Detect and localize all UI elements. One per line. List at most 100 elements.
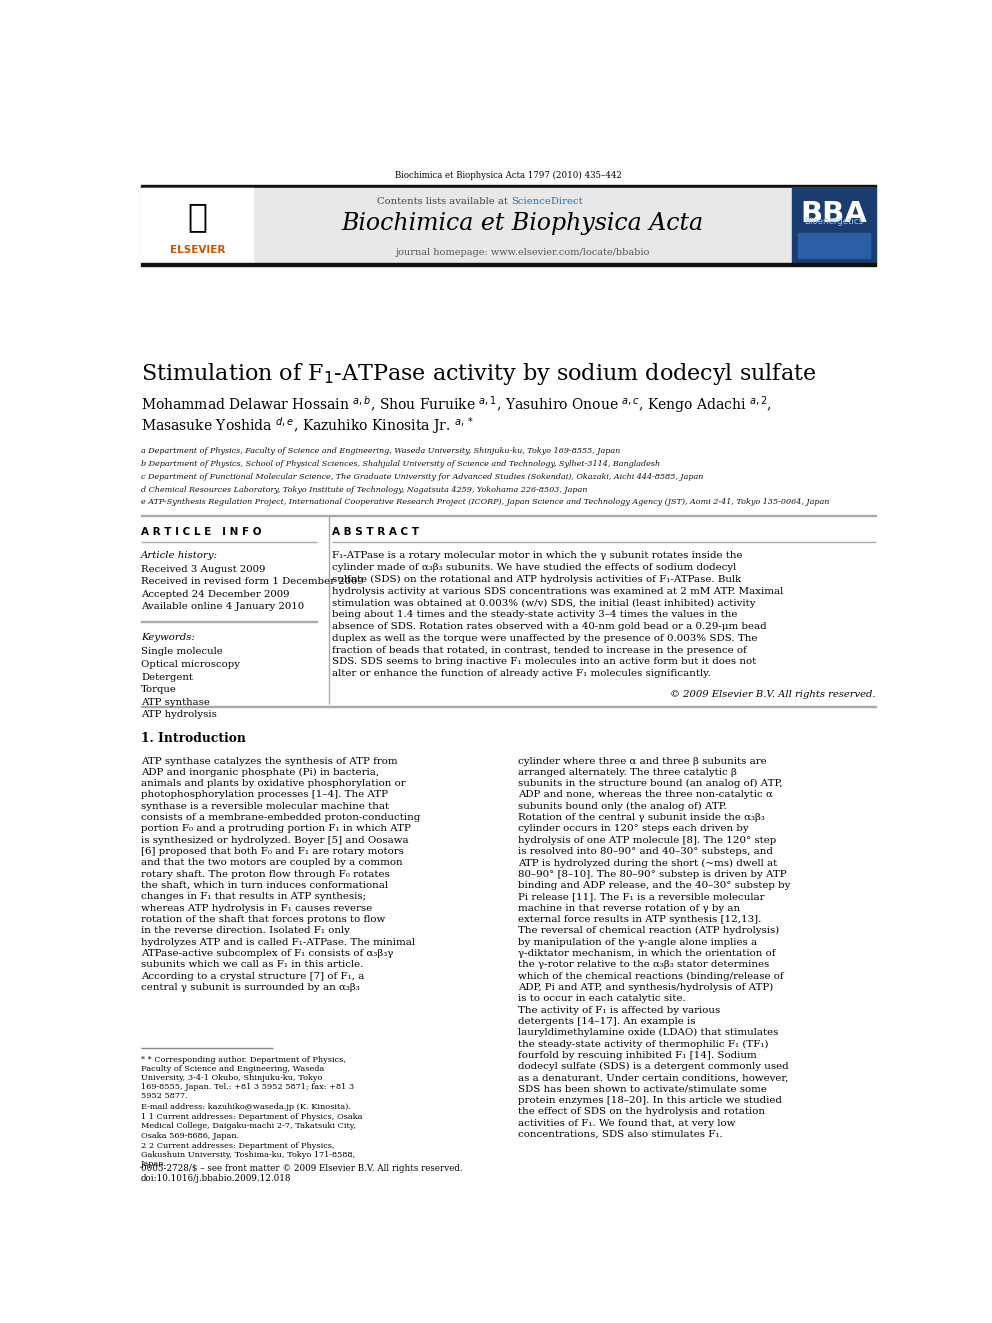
Text: central γ subunit is surrounded by an α₃β₃: central γ subunit is surrounded by an α₃… xyxy=(141,983,360,992)
Text: © 2009 Elsevier B.V. All rights reserved.: © 2009 Elsevier B.V. All rights reserved… xyxy=(671,691,876,700)
Text: journal homepage: www.elsevier.com/locate/bbabio: journal homepage: www.elsevier.com/locat… xyxy=(396,249,650,257)
Text: cylinder made of α₃β₃ subunits. We have studied the effects of sodium dodecyl: cylinder made of α₃β₃ subunits. We have … xyxy=(332,564,737,573)
Text: Mohammad Delawar Hossain $^{a,b}$, Shou Furuike $^{a,1}$, Yasuhiro Onoue $^{a,c}: Mohammad Delawar Hossain $^{a,b}$, Shou … xyxy=(141,394,772,415)
Text: ATP is hydrolyzed during the short (~ms) dwell at: ATP is hydrolyzed during the short (~ms)… xyxy=(518,859,777,868)
Text: F₁-ATPase is a rotary molecular motor in which the γ subunit rotates inside the: F₁-ATPase is a rotary molecular motor in… xyxy=(332,552,743,561)
Bar xyxy=(799,233,870,258)
Text: animals and plants by oxidative phosphorylation or: animals and plants by oxidative phosphor… xyxy=(141,779,406,789)
Text: c Department of Functional Molecular Science, The Graduate University for Advanc: c Department of Functional Molecular Sci… xyxy=(141,472,703,480)
Text: 🌲: 🌲 xyxy=(187,200,207,233)
Text: cylinder where three α and three β subunits are: cylinder where three α and three β subun… xyxy=(518,757,767,766)
Text: and that the two motors are coupled by a common: and that the two motors are coupled by a… xyxy=(141,859,403,868)
Text: ATP synthase: ATP synthase xyxy=(141,697,210,706)
Text: University, 3-4-1 Okubo, Shinjuku-ku, Tokyo: University, 3-4-1 Okubo, Shinjuku-ku, To… xyxy=(141,1074,322,1082)
Text: rotation of the shaft that forces protons to flow: rotation of the shaft that forces proton… xyxy=(141,916,385,923)
Text: [6] proposed that both F₀ and F₁ are rotary motors: [6] proposed that both F₀ and F₁ are rot… xyxy=(141,847,404,856)
Text: According to a crystal structure [7] of F₁, a: According to a crystal structure [7] of … xyxy=(141,971,364,980)
Text: e ATP-Synthesis Regulation Project, International Cooperative Research Project (: e ATP-Synthesis Regulation Project, Inte… xyxy=(141,499,829,507)
Text: A B S T R A C T: A B S T R A C T xyxy=(332,527,420,537)
Text: * * Corresponding author. Department of Physics,: * * Corresponding author. Department of … xyxy=(141,1056,346,1064)
Text: is synthesized or hydrolyzed. Boyer [5] and Oosawa: is synthesized or hydrolyzed. Boyer [5] … xyxy=(141,836,409,845)
Text: A R T I C L E   I N F O: A R T I C L E I N F O xyxy=(141,527,262,537)
Text: rotary shaft. The proton flow through F₀ rotates: rotary shaft. The proton flow through F₀… xyxy=(141,869,390,878)
Text: Rotation of the central γ subunit inside the α₃β₃: Rotation of the central γ subunit inside… xyxy=(518,814,765,822)
Text: detergents [14–17]. An example is: detergents [14–17]. An example is xyxy=(518,1017,695,1025)
Text: Received in revised form 1 December 2009: Received in revised form 1 December 2009 xyxy=(141,577,364,586)
Text: hydrolyzes ATP and is called F₁-ATPase. The minimal: hydrolyzes ATP and is called F₁-ATPase. … xyxy=(141,938,415,947)
Text: d Chemical Resources Laboratory, Tokyo Institute of Technology, Nagatsuta 4259, : d Chemical Resources Laboratory, Tokyo I… xyxy=(141,486,587,493)
Text: The activity of F₁ is affected by various: The activity of F₁ is affected by variou… xyxy=(518,1005,720,1015)
Text: Stimulation of F$_1$-ATPase activity by sodium dodecyl sulfate: Stimulation of F$_1$-ATPase activity by … xyxy=(141,360,816,386)
Text: binding and ADP release, and the 40–30° substep by: binding and ADP release, and the 40–30° … xyxy=(518,881,790,890)
Text: external force results in ATP synthesis [12,13].: external force results in ATP synthesis … xyxy=(518,916,761,923)
Text: fourfold by rescuing inhibited F₁ [14]. Sodium: fourfold by rescuing inhibited F₁ [14]. … xyxy=(518,1050,757,1060)
Text: Medical College, Daigaku-machi 2-7, Takatsuki City,: Medical College, Daigaku-machi 2-7, Taka… xyxy=(141,1122,356,1130)
Text: portion F₀ and a protruding portion F₁ in which ATP: portion F₀ and a protruding portion F₁ i… xyxy=(141,824,411,833)
Text: subunits in the structure bound (an analog of) ATP,: subunits in the structure bound (an anal… xyxy=(518,779,783,789)
Bar xyxy=(141,188,876,263)
Text: hydrolysis activity at various SDS concentrations was examined at 2 mM ATP. Maxi: hydrolysis activity at various SDS conce… xyxy=(332,587,784,595)
Text: by manipulation of the γ-angle alone implies a: by manipulation of the γ-angle alone imp… xyxy=(518,938,757,947)
Text: BBA: BBA xyxy=(801,200,867,229)
Text: Torque: Torque xyxy=(141,685,177,695)
Text: Biochimica et Biophysica Acta: Biochimica et Biophysica Acta xyxy=(341,212,703,234)
Text: photophosphorylation processes [1–4]. The ATP: photophosphorylation processes [1–4]. Th… xyxy=(141,790,388,799)
Text: Osaka 569-8686, Japan.: Osaka 569-8686, Japan. xyxy=(141,1131,239,1139)
Text: ATP hydrolysis: ATP hydrolysis xyxy=(141,710,217,720)
Text: which of the chemical reactions (binding/release of: which of the chemical reactions (binding… xyxy=(518,971,784,980)
Text: Faculty of Science and Engineering, Waseda: Faculty of Science and Engineering, Wase… xyxy=(141,1065,324,1073)
Text: E-mail address: kazuhiko@waseda.jp (K. Kinosita).: E-mail address: kazuhiko@waseda.jp (K. K… xyxy=(141,1103,351,1111)
Text: ATPase-active subcomplex of F₁ consists of α₃β₃γ: ATPase-active subcomplex of F₁ consists … xyxy=(141,949,394,958)
Text: machine in that reverse rotation of γ by an: machine in that reverse rotation of γ by… xyxy=(518,904,740,913)
Text: the shaft, which in turn induces conformational: the shaft, which in turn induces conform… xyxy=(141,881,388,890)
Text: the steady-state activity of thermophilic F₁ (TF₁): the steady-state activity of thermophili… xyxy=(518,1040,768,1049)
Text: ScienceDirect: ScienceDirect xyxy=(511,197,582,205)
Text: Biochimica et Biophysica Acta 1797 (2010) 435–442: Biochimica et Biophysica Acta 1797 (2010… xyxy=(395,171,622,180)
Text: duplex as well as the torque were unaffected by the presence of 0.003% SDS. The: duplex as well as the torque were unaffe… xyxy=(332,634,758,643)
Text: subunits bound only (the analog of) ATP.: subunits bound only (the analog of) ATP. xyxy=(518,802,726,811)
Text: in the reverse direction. Isolated F₁ only: in the reverse direction. Isolated F₁ on… xyxy=(141,926,350,935)
Text: activities of F₁. We found that, at very low: activities of F₁. We found that, at very… xyxy=(518,1119,735,1127)
Text: 2 2 Current addresses: Department of Physics,: 2 2 Current addresses: Department of Phy… xyxy=(141,1142,334,1150)
Text: changes in F₁ that results in ATP synthesis;: changes in F₁ that results in ATP synthe… xyxy=(141,892,366,901)
Text: SDS has been shown to activate/stimulate some: SDS has been shown to activate/stimulate… xyxy=(518,1085,767,1094)
Text: Masasuke Yoshida $^{d,e}$, Kazuhiko Kinosita Jr. $^{a,*}$: Masasuke Yoshida $^{d,e}$, Kazuhiko Kino… xyxy=(141,415,474,437)
Text: cylinder occurs in 120° steps each driven by: cylinder occurs in 120° steps each drive… xyxy=(518,824,748,833)
Text: SDS. SDS seems to bring inactive F₁ molecules into an active form but it does no: SDS. SDS seems to bring inactive F₁ mole… xyxy=(332,658,757,667)
Text: Received 3 August 2009: Received 3 August 2009 xyxy=(141,565,266,574)
Text: alter or enhance the function of already active F₁ molecules significantly.: alter or enhance the function of already… xyxy=(332,669,711,679)
Text: The reversal of chemical reaction (ATP hydrolysis): The reversal of chemical reaction (ATP h… xyxy=(518,926,779,935)
Text: γ-diktator mechanism, in which the orientation of: γ-diktator mechanism, in which the orien… xyxy=(518,949,775,958)
Text: ELSEVIER: ELSEVIER xyxy=(170,245,225,255)
Text: a Department of Physics, Faculty of Science and Engineering, Waseda University, : a Department of Physics, Faculty of Scie… xyxy=(141,447,620,455)
Text: whereas ATP hydrolysis in F₁ causes reverse: whereas ATP hydrolysis in F₁ causes reve… xyxy=(141,904,372,913)
Text: stimulation was obtained at 0.003% (w/v) SDS, the initial (least inhibited) acti: stimulation was obtained at 0.003% (w/v)… xyxy=(332,598,756,607)
Text: protein enzymes [18–20]. In this article we studied: protein enzymes [18–20]. In this article… xyxy=(518,1095,782,1105)
Text: Detergent: Detergent xyxy=(141,672,192,681)
Text: is to occur in each catalytic site.: is to occur in each catalytic site. xyxy=(518,994,685,1003)
Text: Bioenergetics: Bioenergetics xyxy=(805,217,863,226)
Text: Keywords:: Keywords: xyxy=(141,634,194,642)
Text: Gakushuin University, Toshima-ku, Tokyo 171-8588,: Gakushuin University, Toshima-ku, Tokyo … xyxy=(141,1151,355,1159)
Text: Available online 4 January 2010: Available online 4 January 2010 xyxy=(141,602,305,611)
Text: absence of SDS. Rotation rates observed with a 40-nm gold bead or a 0.29-μm bead: absence of SDS. Rotation rates observed … xyxy=(332,622,767,631)
Bar xyxy=(141,263,876,266)
Text: Accepted 24 December 2009: Accepted 24 December 2009 xyxy=(141,590,290,598)
Bar xyxy=(792,188,876,263)
Text: the γ-rotor relative to the α₃β₃ stator determines: the γ-rotor relative to the α₃β₃ stator … xyxy=(518,960,769,970)
Text: 1 1 Current addresses: Department of Physics, Osaka: 1 1 Current addresses: Department of Phy… xyxy=(141,1114,362,1122)
Text: lauryldimethylamine oxide (LDAO) that stimulates: lauryldimethylamine oxide (LDAO) that st… xyxy=(518,1028,778,1037)
Text: Single molecule: Single molecule xyxy=(141,647,223,656)
Text: ATP synthase catalyzes the synthesis of ATP from: ATP synthase catalyzes the synthesis of … xyxy=(141,757,398,766)
Text: b Department of Physics, School of Physical Sciences, Shahjalal University of Sc: b Department of Physics, School of Physi… xyxy=(141,459,660,467)
Text: 5952 5877.: 5952 5877. xyxy=(141,1093,187,1101)
Text: 1. Introduction: 1. Introduction xyxy=(141,732,246,745)
Text: dodecyl sulfate (SDS) is a detergent commonly used: dodecyl sulfate (SDS) is a detergent com… xyxy=(518,1062,789,1072)
Text: 169-8555, Japan. Tel.: +81 3 5952 5871; fax: +81 3: 169-8555, Japan. Tel.: +81 3 5952 5871; … xyxy=(141,1084,354,1091)
Text: Article history:: Article history: xyxy=(141,550,218,560)
Text: Japan.: Japan. xyxy=(141,1160,168,1168)
Text: as a denaturant. Under certain conditions, however,: as a denaturant. Under certain condition… xyxy=(518,1073,788,1082)
Text: doi:10.1016/j.bbabio.2009.12.018: doi:10.1016/j.bbabio.2009.12.018 xyxy=(141,1174,292,1183)
Text: subunits which we call as F₁ in this article.: subunits which we call as F₁ in this art… xyxy=(141,960,363,970)
Text: consists of a membrane-embedded proton-conducting: consists of a membrane-embedded proton-c… xyxy=(141,814,421,822)
